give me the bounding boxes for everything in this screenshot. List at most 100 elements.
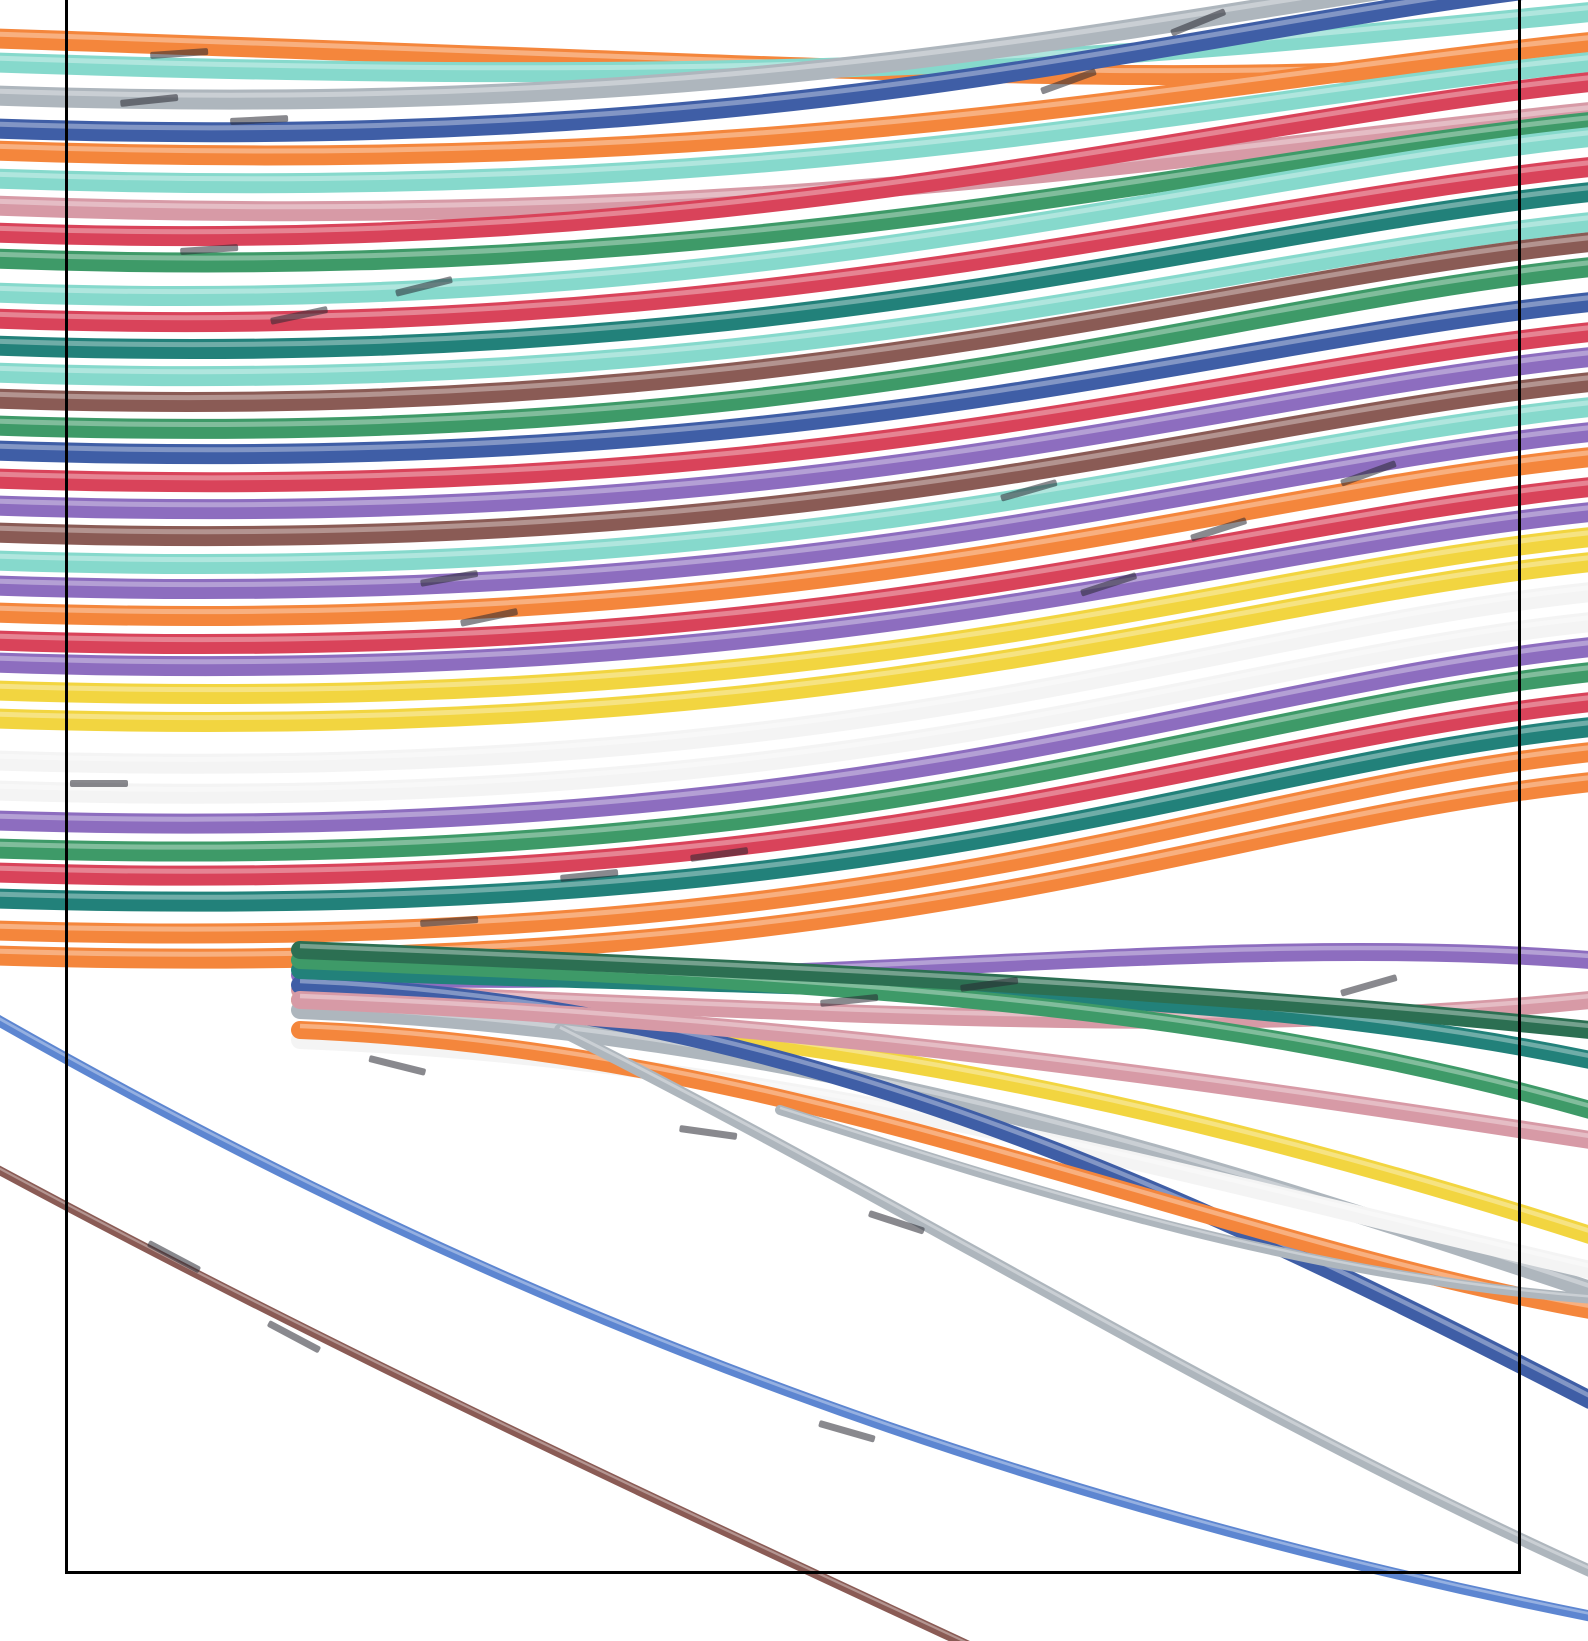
wire-loose-gray-highlight (559, 1026, 1588, 1570)
wire-lower-pink (291, 991, 1588, 1149)
wire-aqua (0, 2, 1588, 83)
print-mark (1340, 974, 1398, 997)
wire-lower-dark-green-highlight (299, 943, 1588, 1029)
wire-lower-orange-highlight (299, 1023, 1588, 1308)
wire-teal (0, 182, 1588, 360)
print-mark (420, 570, 479, 587)
print-mark (960, 977, 1019, 992)
wire-green-highlight (0, 115, 1588, 261)
wire-loose-light-blue-highlight (0, 1017, 1588, 1615)
print-mark (690, 847, 749, 862)
print-marks-group (70, 8, 1398, 1443)
wire-lower-pink-highlight (299, 993, 1588, 1138)
print-mark (70, 780, 128, 787)
wire-orange (0, 742, 1588, 944)
wire-white-highlight (0, 615, 1588, 792)
wire-orange-highlight (0, 35, 1588, 154)
print-mark (1340, 460, 1397, 487)
wire-blue-highlight (0, 0, 1439, 131)
wire-green (0, 112, 1588, 273)
wire-red (0, 692, 1588, 886)
wire-red (0, 322, 1588, 493)
wire-teal (0, 717, 1588, 912)
print-mark (120, 94, 179, 107)
wire-green-highlight (0, 665, 1588, 850)
wire-loose-light-blue (0, 1015, 1588, 1622)
print-mark (1080, 572, 1137, 597)
wire-lower-green (291, 951, 1588, 1119)
wire-red (0, 477, 1588, 655)
wire-yellow-highlight (0, 530, 1588, 693)
wire-purple (0, 502, 1588, 677)
wire-yellow-highlight (0, 555, 1588, 721)
wire-gray-highlight (0, 0, 1303, 98)
wire-red-highlight (0, 480, 1588, 643)
wire-orange (0, 447, 1588, 626)
wire-purple-highlight (0, 505, 1588, 665)
print-mark (180, 244, 239, 255)
wire-loose-gray (554, 1024, 1588, 1577)
wire-brown-highlight (0, 375, 1588, 535)
wire-aqua (0, 52, 1588, 194)
print-mark (820, 994, 879, 1007)
wire-brown (0, 372, 1588, 547)
wire-yellow (0, 552, 1588, 732)
print-mark (147, 1240, 201, 1273)
wire-red-highlight (0, 325, 1588, 481)
wire-loose-gray-2-highlight (779, 1106, 1588, 1298)
print-mark (679, 1125, 738, 1140)
wire-red-highlight (0, 75, 1588, 235)
wire-brown (0, 232, 1588, 412)
wire-aqua-highlight (0, 130, 1588, 295)
wire-loose-brown (0, 1165, 970, 1641)
wire-red (0, 72, 1588, 247)
wire-white-highlight (0, 585, 1588, 762)
print-mark (270, 306, 328, 325)
wire-aqua (0, 212, 1588, 387)
print-mark (868, 1210, 925, 1235)
wire-green (0, 257, 1588, 439)
wire-white (0, 612, 1588, 804)
print-mark (460, 608, 518, 627)
print-mark (267, 1320, 321, 1353)
wire-aqua-highlight (0, 400, 1588, 563)
wire-purple-highlight (0, 425, 1588, 588)
wire-purple (0, 347, 1588, 520)
wire-orange (0, 32, 1588, 166)
print-mark (1040, 68, 1097, 95)
print-mark (1000, 479, 1058, 502)
wire-teal-highlight (0, 720, 1588, 900)
wire-red-highlight (0, 695, 1588, 874)
wire-brown-highlight (0, 235, 1588, 401)
wire-aqua-highlight (0, 215, 1588, 375)
wire-aqua-highlight (0, 55, 1588, 182)
print-mark (818, 1420, 876, 1443)
print-mark (150, 48, 209, 59)
wire-purple-highlight (0, 350, 1588, 508)
wire-yellow (0, 527, 1588, 705)
wire-loose-brown-highlight (0, 1167, 967, 1641)
wire-lower-orange (291, 1021, 1588, 1319)
print-mark (1190, 517, 1247, 542)
print-mark (368, 1055, 426, 1076)
wire-blue (0, 292, 1588, 465)
wire-orange-highlight (0, 745, 1588, 932)
wire-purple (0, 422, 1588, 600)
wire-teal-highlight (0, 185, 1588, 348)
print-mark (230, 115, 289, 125)
wire-green-highlight (0, 260, 1588, 428)
wire-orange-highlight (0, 450, 1588, 615)
wire-red (0, 157, 1588, 333)
print-mark (395, 276, 453, 297)
print-mark (1170, 8, 1226, 36)
wire-gray (0, 0, 1380, 110)
wire-loose-gray-2 (775, 1105, 1588, 1304)
print-mark (420, 916, 479, 927)
wire-aqua (0, 127, 1588, 306)
wire-lower-blue-highlight (299, 978, 1588, 1398)
wire-blue (0, 0, 1523, 143)
print-mark (560, 869, 619, 882)
wire-purple-highlight (0, 640, 1588, 822)
